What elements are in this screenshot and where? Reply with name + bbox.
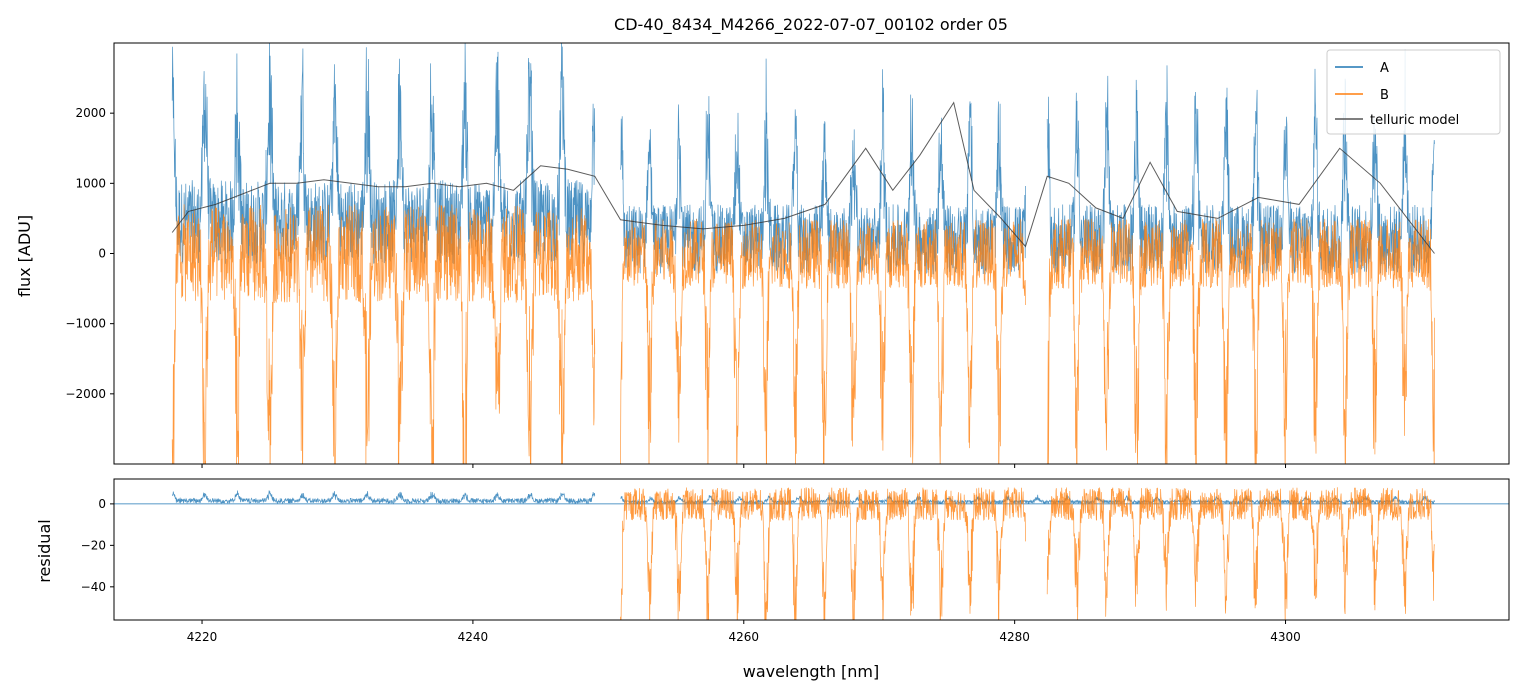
flux-y-axis-label: flux [ADU] [15,215,34,297]
series-a-segment-0-panel-0 [171,43,596,264]
flux-y-ticks: 2000 1000 0 −1000 −2000 [65,106,114,401]
y-tick-label: 2000 [75,106,106,120]
legend-label-telluric: telluric model [1370,113,1459,128]
series-b-segment-1-panel-0 [620,218,1026,464]
series-b-segment-0-panel-1 [620,487,1026,620]
flux-panel: 2000 1000 0 −1000 −2000 flux [ADU] A B tellu… [15,42,1510,468]
legend-label-a: A [1380,61,1389,76]
y-tick-label: −1000 [65,317,106,331]
x-tick-label: 4240 [458,630,489,644]
series-telluric-model [171,101,1435,254]
flux-plot-area [171,43,1435,464]
series-a-segment-1-panel-0 [620,58,1026,275]
y-tick-label: 1000 [75,176,106,190]
flux-x-ticks [201,464,1287,468]
residual-plot-area [114,487,1509,620]
y-tick-label: −20 [81,538,106,552]
chart-title: CD-40_8434_M4266_2022-07-07_00102 order … [614,15,1008,35]
residual-axes-frame [113,478,1510,621]
x-tick-label: 4260 [729,630,760,644]
series-b-segment-0-panel-0 [171,204,596,464]
x-axis-label: wavelength [nm] [743,662,880,681]
x-tick-label: 4220 [187,630,218,644]
legend-label-b: B [1380,88,1389,103]
series-a-segment-0-panel-1 [171,490,596,505]
residual-y-ticks: 0 −20 −40 [81,497,114,594]
x-tick-label: 4300 [1270,630,1301,644]
y-tick-label: −40 [81,580,106,594]
series-b-segment-2-panel-0 [1047,218,1435,464]
y-tick-label: 0 [98,247,106,261]
residual-x-ticks: 4220 4240 4260 4280 4300 [187,620,1301,644]
residual-y-axis-label: residual [35,519,54,582]
y-tick-label: 0 [98,497,106,511]
legend: A B telluric model [1326,49,1501,135]
residual-panel: 0 −20 −40 4220 4240 4260 4280 4300 residual wa… [35,478,1510,681]
x-tick-label: 4280 [999,630,1030,644]
series-b-segment-1-panel-1 [1046,487,1435,620]
legend-box [1326,49,1501,135]
y-tick-label: −2000 [65,387,106,401]
